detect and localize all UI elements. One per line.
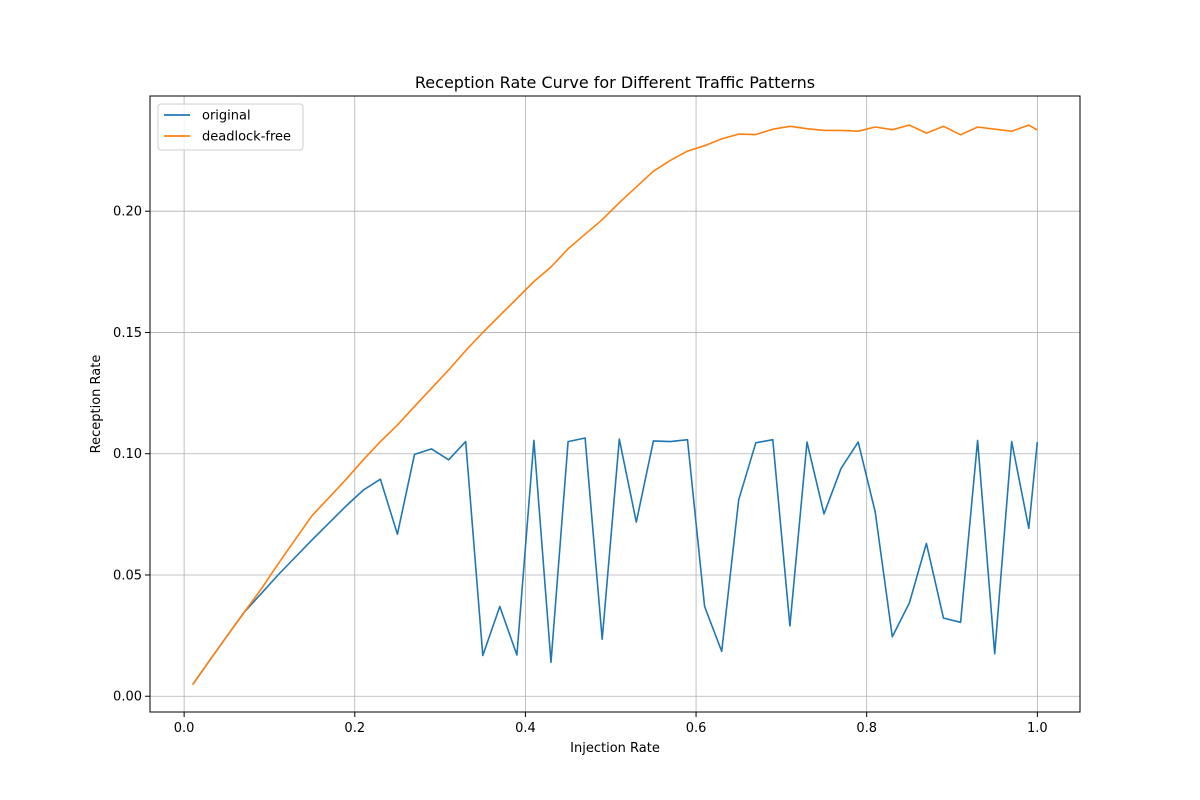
x-axis-ticks: 0.0 0.2 0.4 0.6 0.8 1.0	[174, 712, 1048, 736]
x-tick-label: 0.0	[174, 721, 195, 736]
series-line-deadlock-free	[192, 124, 1038, 686]
series-lines	[192, 124, 1039, 686]
chart-title: Reception Rate Curve for Different Traff…	[415, 73, 815, 92]
y-tick-label: 0.00	[113, 690, 142, 705]
x-tick-label: 0.4	[515, 721, 536, 736]
y-tick-label: 0.20	[113, 205, 142, 220]
legend-box	[157, 103, 304, 151]
y-axis-label: Reception Rate	[89, 355, 104, 454]
x-tick-label: 0.2	[344, 721, 365, 736]
legend-label: deadlock-free	[202, 130, 291, 145]
x-tick-label: 0.8	[856, 721, 877, 736]
grid-lines	[150, 96, 1080, 712]
legend-label: original	[202, 109, 251, 124]
legend: original deadlock-free	[157, 103, 304, 151]
y-tick-label: 0.10	[113, 447, 142, 462]
x-tick-label: 1.0	[1027, 721, 1048, 736]
y-tick-label: 0.05	[113, 568, 142, 583]
series-line-original	[192, 437, 1039, 686]
y-tick-label: 0.15	[113, 326, 142, 341]
y-axis-ticks: 0.00 0.05 0.10 0.15 0.20	[113, 205, 150, 705]
x-axis-label: Injection Rate	[570, 741, 660, 756]
x-tick-label: 0.6	[686, 721, 707, 736]
axes-frame	[149, 95, 1081, 713]
